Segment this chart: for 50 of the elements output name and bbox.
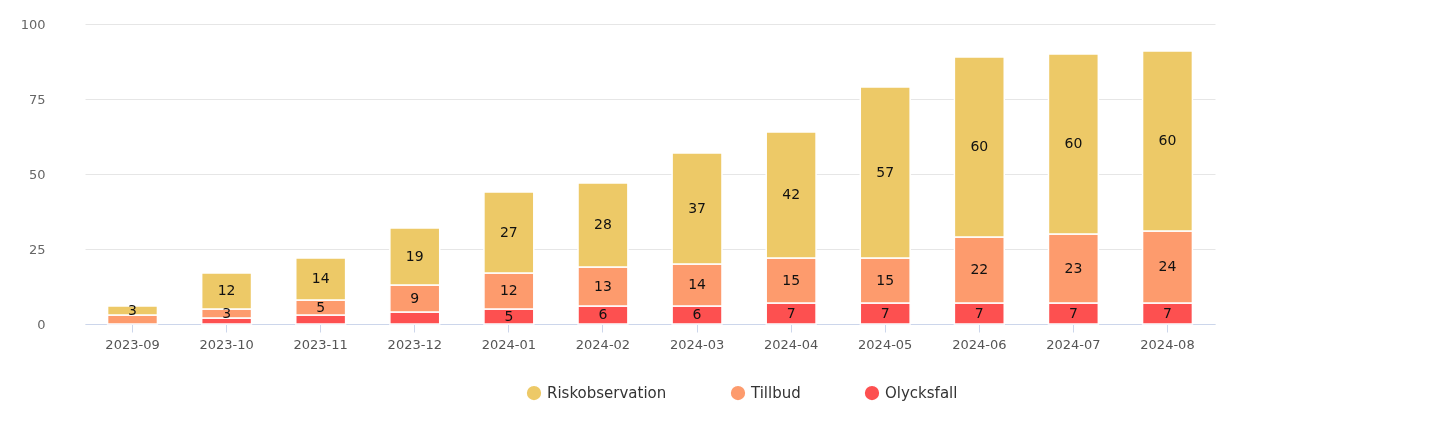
data-label: 23 [1064, 259, 1083, 276]
y-tick-label: 25 [28, 241, 46, 257]
data-label: 19 [405, 247, 424, 264]
data-label: 7 [1163, 304, 1172, 321]
data-label: 14 [311, 270, 330, 286]
x-tick-label: 2024-06 [952, 336, 1007, 352]
x-tick-label: 2023-11 [293, 336, 348, 352]
data-label: 22 [970, 261, 989, 277]
data-label: 7 [880, 304, 890, 321]
data-label: 13 [594, 277, 612, 294]
data-label: 7 [1068, 304, 1078, 321]
data-label: 6 [598, 306, 608, 322]
data-label: 57 [876, 163, 895, 180]
data-label: 5 [316, 298, 326, 315]
y-tick-label: 75 [28, 91, 46, 107]
data-label: 15 [782, 271, 801, 288]
data-label: 37 [688, 199, 706, 216]
x-tick-label: 2024-04 [763, 336, 819, 352]
data-label: 12 [217, 282, 236, 298]
x-tick-label: 2024-05 [858, 336, 913, 352]
data-label: 60 [970, 138, 989, 154]
data-label: 9 [410, 289, 420, 306]
data-label: 12 [499, 282, 518, 298]
data-label: 42 [782, 186, 801, 202]
x-tick-label: 2024-08 [1140, 336, 1195, 352]
data-label: 60 [1158, 132, 1177, 148]
data-label: 6 [692, 306, 702, 322]
y-tick-label: 50 [28, 166, 46, 182]
legend-label: Olycksfall [885, 384, 958, 403]
data-label: 24 [1158, 258, 1177, 274]
legend-label: Riskobservation [547, 384, 667, 403]
x-tick-label: 2024-01 [481, 336, 537, 352]
data-label: 28 [594, 216, 612, 232]
data-label: 7 [786, 304, 796, 321]
data-label: 14 [688, 276, 707, 292]
y-tick-label: 100 [20, 16, 46, 32]
x-tick-label: 2024-07 [1046, 336, 1101, 352]
legend-label: Tillbud [750, 384, 801, 403]
x-tick-label: 2024-02 [575, 336, 631, 352]
data-label: 15 [876, 271, 895, 288]
data-label: 60 [1064, 135, 1083, 151]
data-label: 5 [504, 307, 514, 324]
y-tick-label: 0 [37, 316, 46, 332]
x-tick-label: 2024-03 [669, 336, 725, 352]
data-label: 7 [974, 304, 984, 321]
data-label: 3 [128, 301, 137, 318]
x-tick-label: 2023-10 [199, 336, 254, 352]
data-label: 27 [499, 223, 518, 240]
x-tick-label: 2023-12 [387, 336, 442, 352]
x-tick-label: 2023-09 [105, 336, 160, 352]
